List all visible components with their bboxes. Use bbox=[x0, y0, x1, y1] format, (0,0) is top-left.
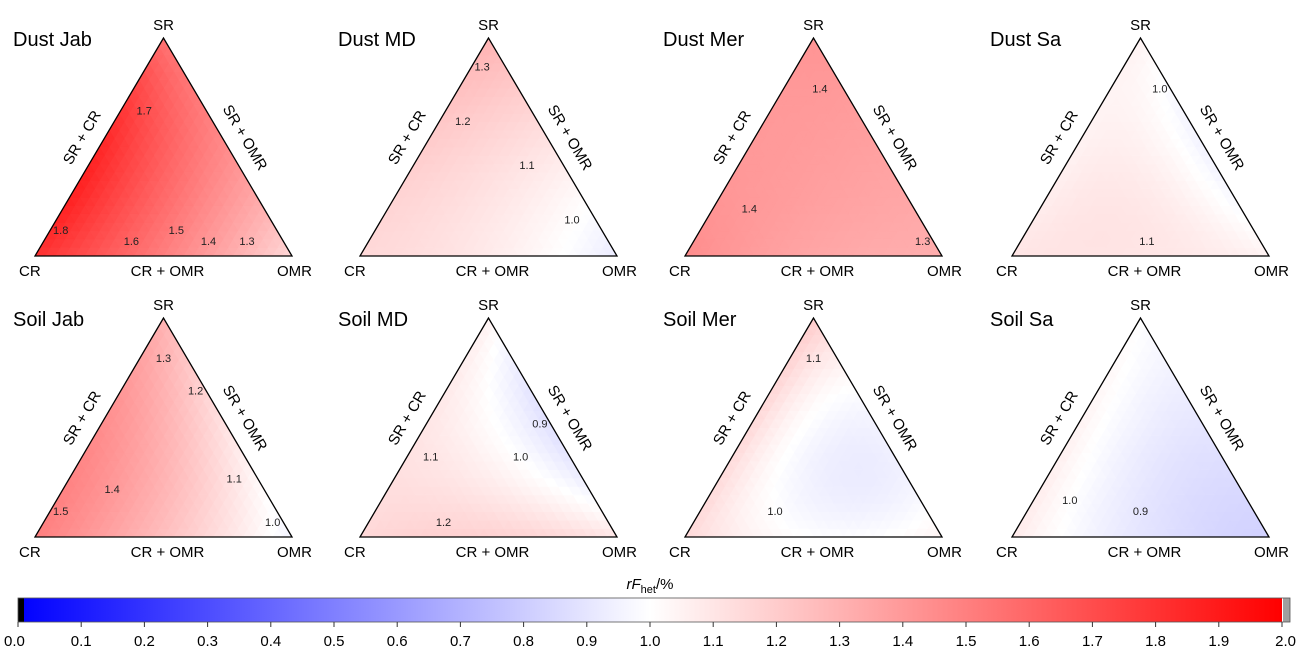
contour-label: 1.1 bbox=[423, 451, 438, 463]
contour-label: 1.8 bbox=[53, 225, 68, 237]
contour-label: 1.1 bbox=[806, 353, 821, 365]
contour-label: 1.4 bbox=[812, 84, 827, 96]
contour-label: 1.3 bbox=[474, 62, 489, 74]
contour-label: 1.0 bbox=[265, 517, 280, 529]
edge-label-cr-omr: CR + OMR bbox=[1108, 263, 1182, 280]
panel-title: Soil Jab bbox=[13, 309, 84, 331]
triangle-outline bbox=[1010, 36, 1271, 257]
contour-label: 1.4 bbox=[201, 236, 216, 248]
corner-label-cr: CR bbox=[344, 544, 366, 561]
panel-title: Soil Mer bbox=[663, 309, 737, 331]
contour-label: 1.3 bbox=[156, 353, 171, 365]
corner-label-sr: SR bbox=[478, 17, 499, 34]
corner-label-sr: SR bbox=[153, 297, 174, 314]
corner-label-omr: OMR bbox=[602, 544, 637, 561]
corner-label-omr: OMR bbox=[277, 544, 312, 561]
edge-label-cr-omr: CR + OMR bbox=[456, 263, 530, 280]
contour-label: 1.3 bbox=[239, 236, 254, 248]
corner-label-cr: CR bbox=[669, 544, 691, 561]
contour-label: 1.0 bbox=[1152, 84, 1167, 96]
corner-label-sr: SR bbox=[803, 297, 824, 314]
contour-label: 1.5 bbox=[169, 225, 184, 237]
contour-label: 0.9 bbox=[532, 419, 547, 431]
triangle-outline bbox=[358, 36, 619, 257]
corner-label-omr: OMR bbox=[927, 263, 962, 280]
corner-label-cr: CR bbox=[669, 263, 691, 280]
edge-label-cr-omr: CR + OMR bbox=[781, 544, 855, 561]
corner-label-cr: CR bbox=[344, 263, 366, 280]
color-field bbox=[359, 317, 618, 538]
panel-title: Dust Jab bbox=[13, 29, 92, 51]
corner-label-sr: SR bbox=[478, 297, 499, 314]
contour-label: 1.6 bbox=[124, 236, 139, 248]
edge-label-cr-omr: CR + OMR bbox=[131, 263, 205, 280]
contour-label: 1.1 bbox=[519, 160, 534, 172]
contour-label: 1.3 bbox=[915, 236, 930, 248]
corner-label-omr: OMR bbox=[927, 544, 962, 561]
corner-label-omr: OMR bbox=[1254, 263, 1289, 280]
contour-label: 1.2 bbox=[455, 116, 470, 128]
contour-label: 1.0 bbox=[767, 506, 782, 518]
contour-label: 1.0 bbox=[564, 214, 579, 226]
corner-label-sr: SR bbox=[1130, 17, 1151, 34]
contour-label: 1.5 bbox=[53, 506, 68, 518]
panel-title: Soil MD bbox=[338, 309, 408, 331]
triangle-outline bbox=[33, 316, 294, 538]
panel-title: Dust Sa bbox=[990, 29, 1062, 51]
color-field bbox=[1011, 37, 1270, 257]
triangle-outline bbox=[33, 36, 294, 257]
contour-label: 1.2 bbox=[188, 386, 203, 398]
corner-label-cr: CR bbox=[996, 263, 1018, 280]
corner-label-sr: SR bbox=[153, 17, 174, 34]
corner-label-sr: SR bbox=[803, 17, 824, 34]
contour-label: 1.4 bbox=[104, 484, 119, 496]
contour-label: 1.2 bbox=[436, 517, 451, 529]
corner-label-cr: CR bbox=[19, 544, 41, 561]
corner-label-omr: OMR bbox=[277, 263, 312, 280]
panel-title: Dust MD bbox=[338, 29, 416, 51]
color-field bbox=[34, 37, 293, 257]
edge-label-cr-omr: CR + OMR bbox=[456, 544, 530, 561]
contour-label: 1.1 bbox=[227, 473, 242, 485]
color-field bbox=[34, 317, 293, 538]
panel-title: Dust Mer bbox=[663, 29, 744, 51]
color-field bbox=[359, 37, 618, 257]
edge-label-cr-omr: CR + OMR bbox=[781, 263, 855, 280]
contour-label: 1.7 bbox=[137, 105, 152, 117]
triangle-outline bbox=[683, 36, 944, 257]
corner-label-cr: CR bbox=[19, 263, 41, 280]
contour-label: 1.1 bbox=[1139, 236, 1154, 248]
contour-label: 1.4 bbox=[742, 203, 757, 215]
edge-label-cr-omr: CR + OMR bbox=[131, 544, 205, 561]
corner-label-omr: OMR bbox=[602, 263, 637, 280]
contour-label: 1.0 bbox=[513, 451, 528, 463]
